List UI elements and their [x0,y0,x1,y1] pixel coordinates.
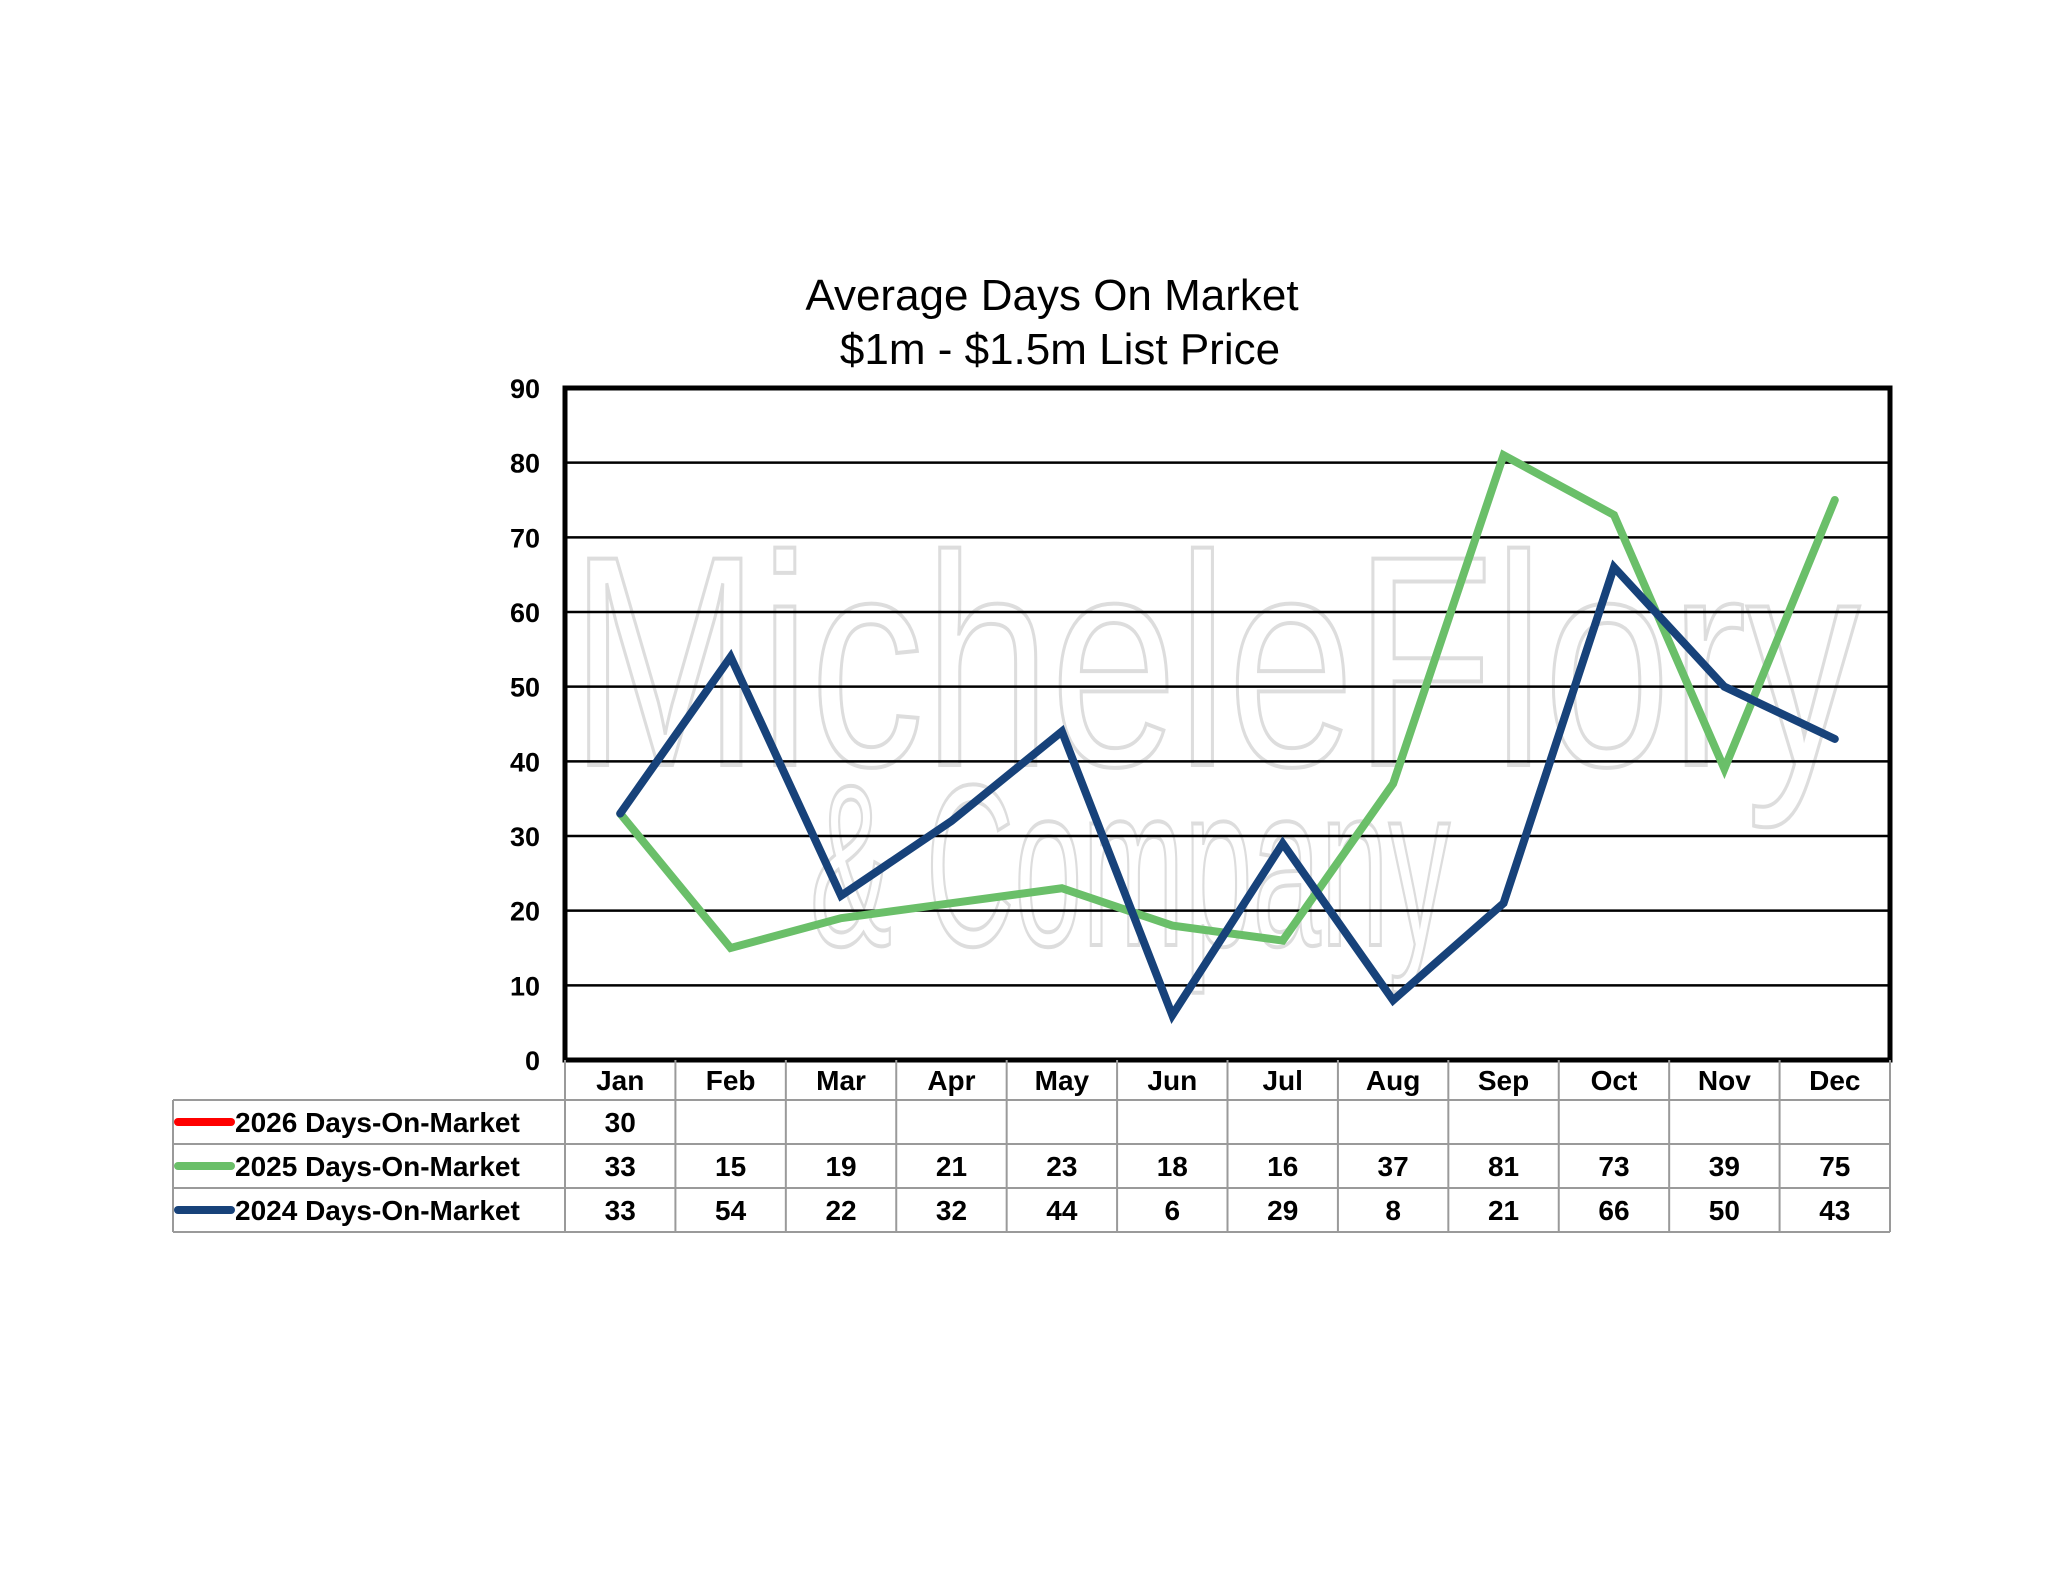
data-label: 37 [1378,1151,1409,1182]
data-label: 23 [1046,1151,1077,1182]
x-tick-label-jun: Jun [1147,1065,1197,1096]
data-label: 8 [1385,1195,1401,1226]
x-tick-label-sep: Sep [1478,1065,1529,1096]
data-label: 75 [1819,1151,1850,1182]
chart-subtitle: $1m - $1.5m List Price [840,325,1280,374]
data-label: 73 [1598,1151,1629,1182]
legend-label-1: 2025 Days-On-Market [235,1151,520,1182]
data-label: 50 [1709,1195,1740,1226]
data-label: 15 [715,1151,746,1182]
data-label: 39 [1709,1151,1740,1182]
data-label: 44 [1046,1195,1078,1226]
series-lines [616,449,1839,1024]
legend-label-2: 2024 Days-On-Market [235,1195,520,1226]
data-label: 22 [825,1195,856,1226]
x-tick-label-jul: Jul [1262,1065,1302,1096]
y-axis-tick-labels: 0 10 20 30 40 50 60 70 80 90 [510,374,540,1076]
legend-label-0: 2026 Days-On-Market [235,1107,520,1138]
data-label: 16 [1267,1151,1298,1182]
y-tick-label-90: 90 [510,374,540,404]
data-label: 81 [1488,1151,1519,1182]
watermark: MicheleFlory & Company [568,491,1862,996]
x-tick-label-aug: Aug [1366,1065,1420,1096]
data-label: 30 [605,1107,636,1138]
data-label: 43 [1819,1195,1850,1226]
data-label: 54 [715,1195,747,1226]
y-tick-label-50: 50 [510,673,540,703]
x-tick-label-nov: Nov [1698,1065,1751,1096]
y-tick-label-70: 70 [510,523,540,553]
data-label: 66 [1598,1195,1629,1226]
x-tick-label-may: May [1035,1065,1090,1096]
x-tick-label-jan: Jan [596,1065,644,1096]
data-label: 19 [825,1151,856,1182]
x-tick-label-apr: Apr [927,1065,975,1096]
data-label: 33 [605,1151,636,1182]
y-tick-label-40: 40 [510,747,540,777]
data-label: 29 [1267,1195,1298,1226]
y-tick-label-30: 30 [510,822,540,852]
y-tick-label-80: 80 [510,449,540,479]
data-label: 21 [936,1151,967,1182]
x-tick-label-oct: Oct [1591,1065,1638,1096]
y-tick-label-60: 60 [510,598,540,628]
x-tick-label-feb: Feb [706,1065,756,1096]
watermark-line-2: & Company [810,737,1450,994]
data-label: 32 [936,1195,967,1226]
data-label: 21 [1488,1195,1519,1226]
data-table: Jan Feb Mar Apr May Jun Jul Aug Sep Oct Nov Dec 2026… [172,1060,1891,1233]
data-label: 6 [1165,1195,1181,1226]
chart-title: Average Days On Market [805,271,1298,320]
series-line-2 [616,559,1839,1024]
data-label: 33 [605,1195,636,1226]
y-tick-label-20: 20 [510,897,540,927]
x-tick-label-mar: Mar [816,1065,866,1096]
y-tick-label-10: 10 [510,971,540,1001]
x-tick-label-dec: Dec [1809,1065,1860,1096]
y-tick-label-0: 0 [525,1046,540,1076]
data-label: 18 [1157,1151,1188,1182]
